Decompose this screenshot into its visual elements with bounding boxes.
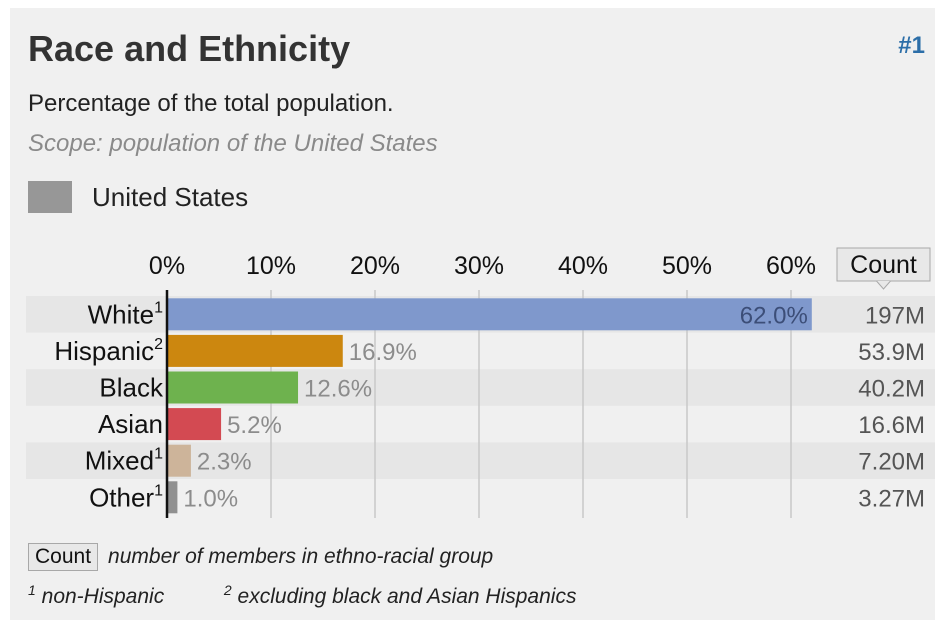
footnote-text-1: non-Hispanic (41, 585, 165, 608)
category-label: Hispanic2 (54, 336, 163, 366)
x-tick-label: 30% (454, 252, 504, 280)
bar-other (167, 481, 178, 514)
race-ethnicity-card: Race and Ethnicity #1 Percentage of the … (10, 8, 935, 620)
category-label: Other1 (89, 482, 163, 512)
footnote-text-2: excluding black and Asian Hispanics (237, 585, 577, 608)
card-scope: Scope: population of the United States (28, 130, 438, 157)
footnote-notes: 1 non-Hispanic 2 excluding black and Asi… (28, 582, 576, 609)
count-button-pointer (876, 280, 891, 290)
value-label: 16.9% (349, 339, 417, 366)
legend-swatch (28, 181, 72, 213)
x-tick-label: 0% (149, 252, 185, 280)
category-label: White1 (88, 299, 163, 329)
footnote-count: Count number of members in ethno-racial … (28, 542, 493, 572)
value-label: 1.0% (183, 485, 238, 512)
x-tick-label: 40% (558, 252, 608, 280)
count-value: 40.2M (858, 376, 925, 403)
footnote-marker-1: 1 (28, 582, 36, 598)
x-tick-label: 50% (662, 252, 712, 280)
card-title: Race and Ethnicity (28, 28, 351, 69)
count-value: 7.20M (858, 449, 925, 476)
value-label: 12.6% (304, 376, 372, 403)
bar-white (167, 298, 812, 331)
bar-asian (167, 408, 222, 441)
race-bar-chart: 0% 10% 20% 30% 40% 50% 60% 62.0% White1 197M 16.9%… (26, 247, 935, 518)
bar-mixed (167, 444, 191, 477)
footnote-marker-2: 2 (223, 582, 232, 598)
count-column-button[interactable] (836, 247, 931, 282)
x-tick-label: 10% (246, 252, 296, 280)
count-button-label[interactable]: Count (850, 251, 917, 279)
bar-hispanic (167, 334, 343, 367)
count-key-text: number of members in ethno-racial group (108, 545, 494, 568)
card-subtitle: Percentage of the total population. (28, 90, 394, 117)
x-tick-label: 60% (766, 252, 816, 280)
value-label: 5.2% (227, 412, 282, 439)
x-tick-label: 20% (350, 252, 400, 280)
category-label: Black (99, 373, 164, 403)
value-label: 2.3% (197, 449, 252, 476)
legend-label: United States (92, 181, 249, 212)
value-label: 62.0% (740, 302, 808, 329)
category-label: Mixed1 (85, 446, 163, 476)
count-value: 197M (865, 302, 925, 329)
bar-black (167, 371, 299, 404)
legend: United States (28, 180, 248, 214)
count-value: 16.6M (858, 412, 925, 439)
count-value: 53.9M (858, 339, 925, 366)
count-value: 3.27M (858, 485, 925, 512)
category-label: Asian (98, 409, 163, 439)
rank-link[interactable]: #1 (898, 32, 925, 59)
count-key-chip: Count (28, 543, 99, 571)
